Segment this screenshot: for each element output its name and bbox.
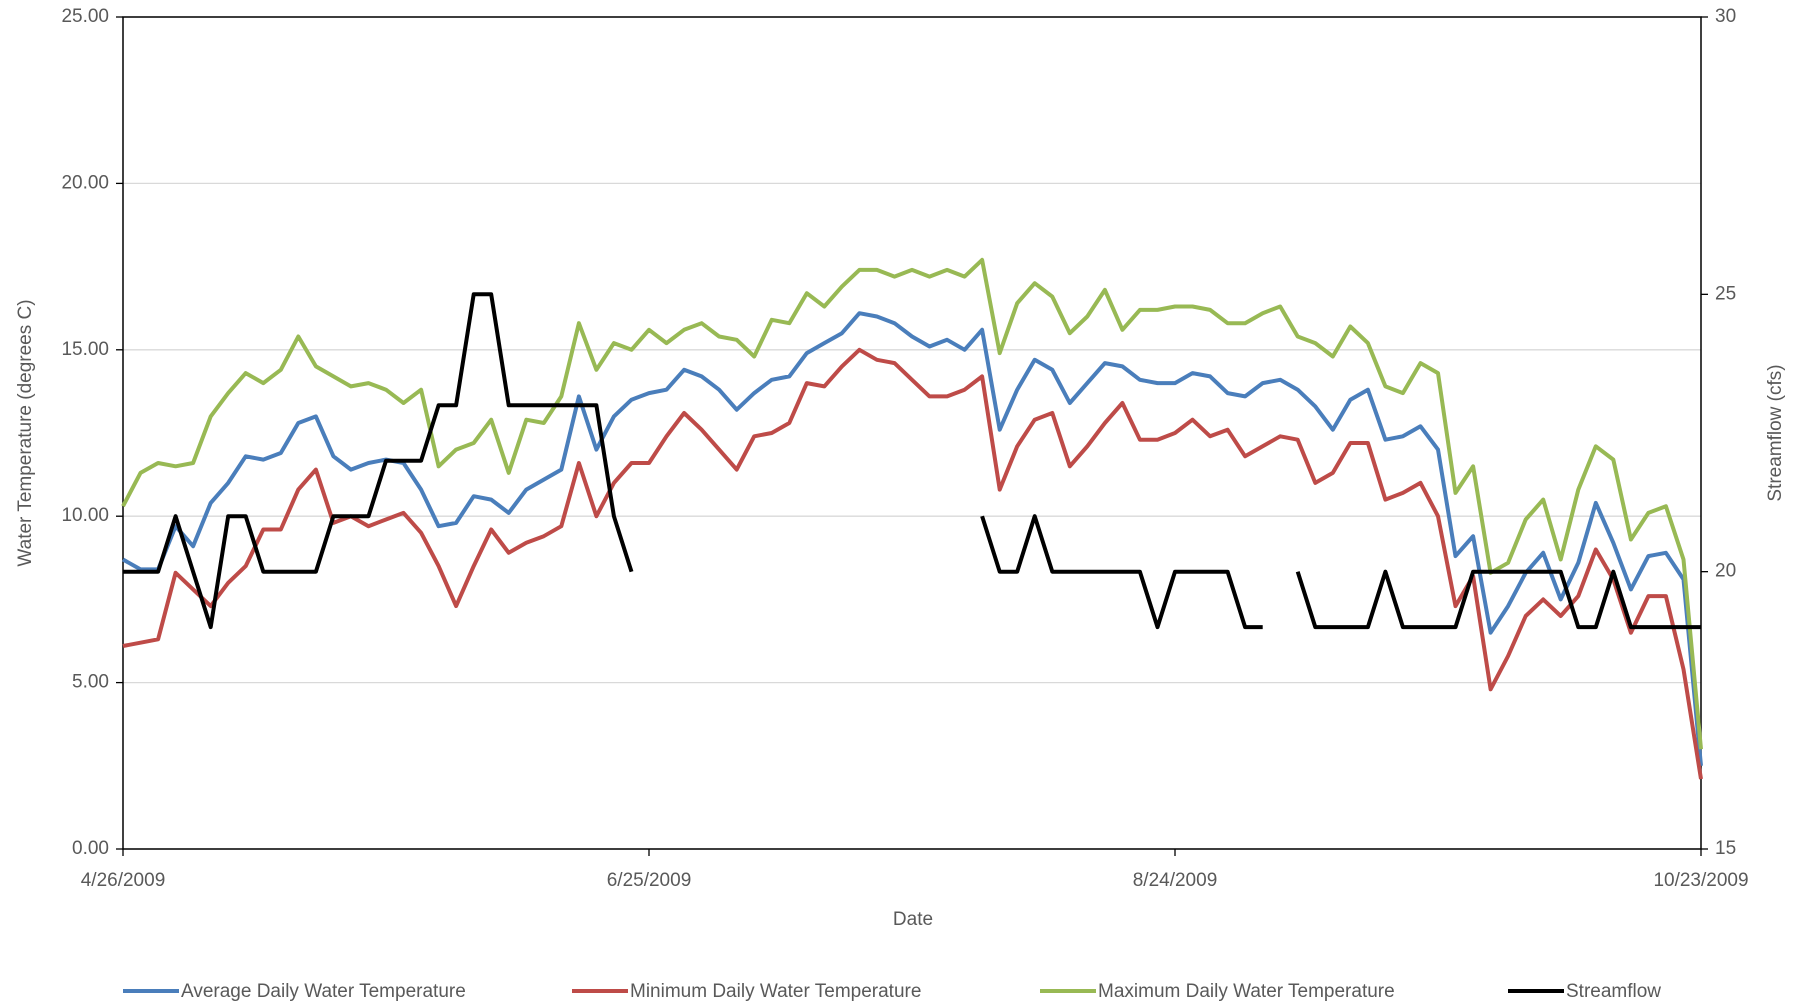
x-axis-title: Date — [893, 909, 933, 930]
y-tick-label: 5.00 — [72, 672, 109, 693]
y2-tick-label: 20 — [1715, 561, 1736, 582]
plot-frame — [122, 16, 1702, 850]
legend-label: Streamflow — [1566, 981, 1661, 1002]
x-tick-label: 8/24/2009 — [1133, 870, 1218, 891]
y-axis-title: Water Temperature (degrees C) — [15, 299, 36, 566]
legend-label: Average Daily Water Temperature — [181, 981, 466, 1002]
y2-tick-label: 25 — [1715, 283, 1736, 304]
x-tick-label: 10/23/2009 — [1653, 870, 1748, 891]
y-tick-label: 10.00 — [61, 505, 109, 526]
y2-tick-label: 15 — [1715, 838, 1736, 859]
series-line — [123, 292, 1701, 630]
y-tick-label: 15.00 — [61, 339, 109, 360]
y2-axis-title: Streamflow (cfs) — [1765, 364, 1786, 501]
series-line — [122, 347, 1703, 780]
legend-label: Minimum Daily Water Temperature — [630, 981, 921, 1002]
y-tick-label: 0.00 — [72, 838, 109, 859]
series-line — [121, 257, 1703, 750]
x-tick-label: 4/26/2009 — [81, 870, 166, 891]
y2-tick-label: 30 — [1715, 6, 1736, 27]
y-tick-label: 20.00 — [61, 172, 109, 193]
legend-label: Maximum Daily Water Temperature — [1098, 981, 1395, 1002]
y-tick-label: 25.00 — [61, 6, 109, 27]
x-tick-label: 6/25/2009 — [607, 870, 692, 891]
